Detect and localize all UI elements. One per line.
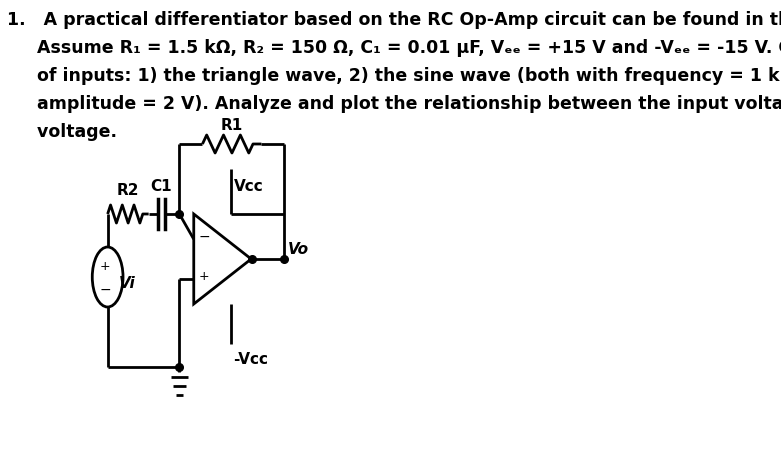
Text: +: + [100,260,110,273]
Text: −: − [198,230,210,244]
Text: R1: R1 [221,118,243,133]
Text: 1.   A practical differentiator based on the RC Op-Amp circuit can be found in t: 1. A practical differentiator based on t… [7,11,781,29]
Text: Vo: Vo [287,242,308,257]
Text: Assume R₁ = 1.5 kΩ, R₂ = 150 Ω, C₁ = 0.01 μF, Vₑₑ = +15 V and -Vₑₑ = -15 V. Cons: Assume R₁ = 1.5 kΩ, R₂ = 150 Ω, C₁ = 0.0… [7,39,781,57]
Text: −: − [99,283,111,297]
Text: voltage.: voltage. [7,123,116,141]
Text: Vi: Vi [119,276,136,291]
Text: +: + [198,270,209,283]
Text: of inputs: 1) the triangle wave, 2) the sine wave (both with frequency = 1 kHz a: of inputs: 1) the triangle wave, 2) the … [7,67,781,85]
Text: C1: C1 [151,179,173,194]
Text: -Vcc: -Vcc [234,352,268,367]
Text: R2: R2 [117,183,139,198]
Text: amplitude = 2 V). Analyze and plot the relationship between the input voltage an: amplitude = 2 V). Analyze and plot the r… [7,95,781,113]
Text: Vcc: Vcc [234,179,263,194]
